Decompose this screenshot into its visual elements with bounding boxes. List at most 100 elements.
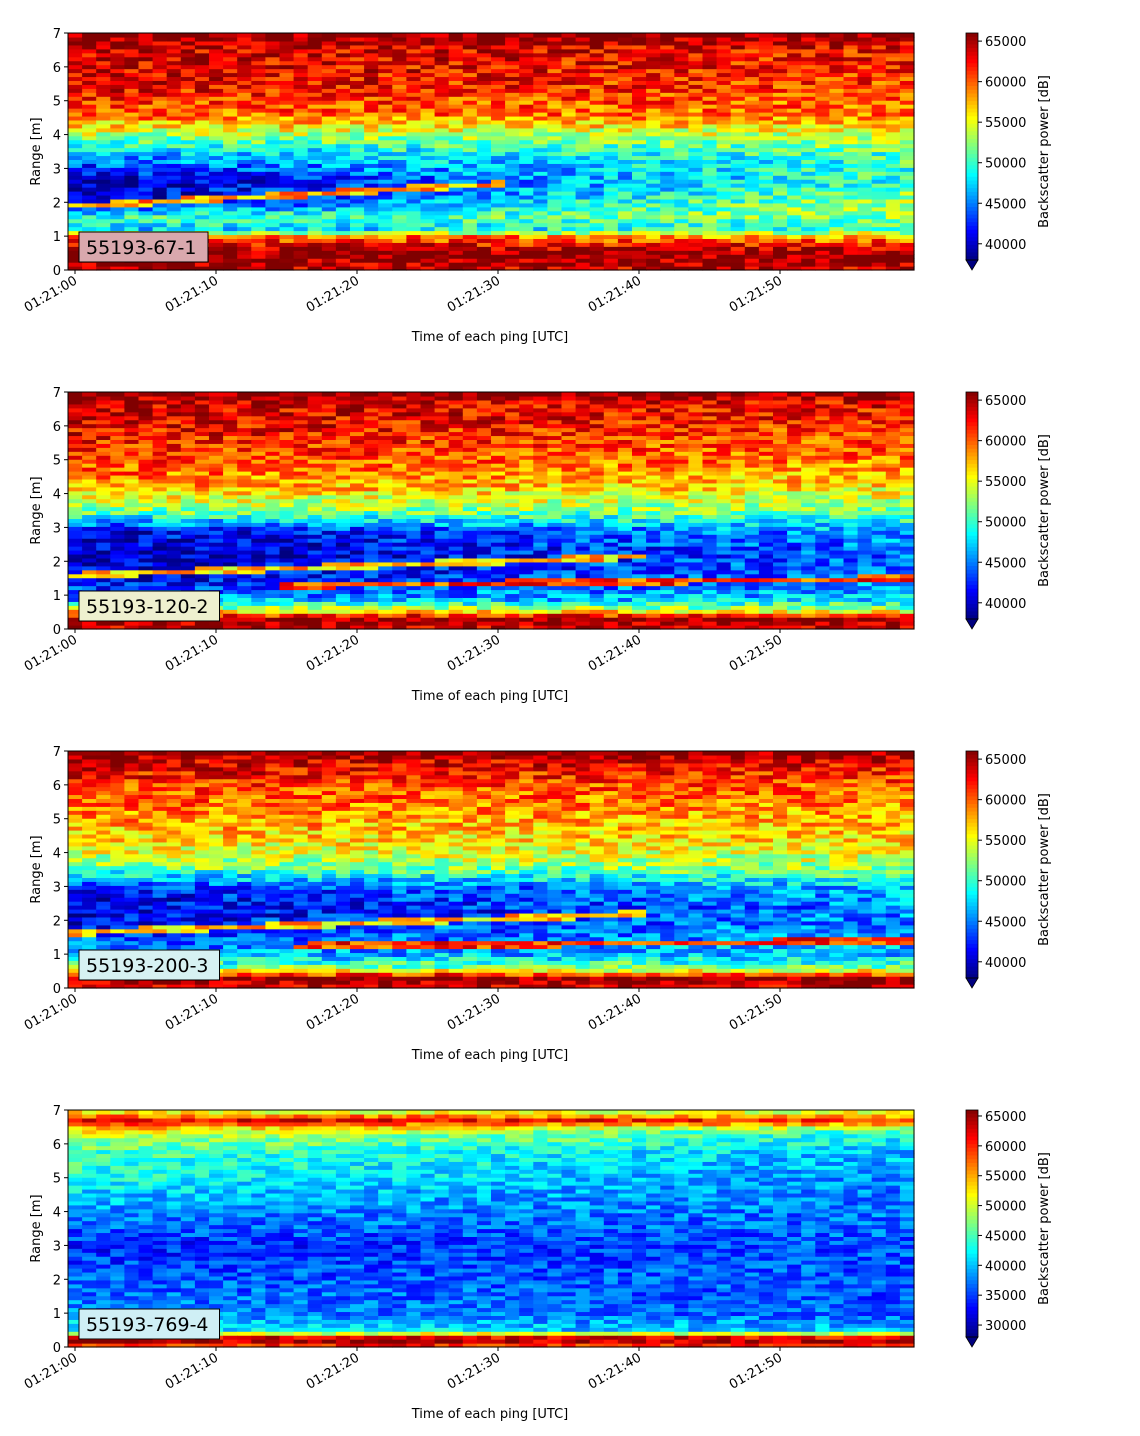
colorbar-step (966, 1204, 978, 1209)
colorbar-step (966, 180, 978, 185)
x-tick-label: 01:21:50 (727, 1350, 785, 1392)
colorbar-step (966, 1208, 978, 1213)
colorbar-step (966, 1325, 978, 1331)
colorbar-step (966, 584, 978, 590)
colorbar-step (966, 1121, 978, 1126)
colorbar-step (966, 225, 978, 231)
y-tick-label: 4 (53, 129, 61, 144)
colorbar-step (966, 214, 978, 219)
y-tick-label: 6 (53, 61, 61, 76)
colorbar-step (966, 1299, 978, 1304)
x-tick-label: 01:21:10 (163, 273, 221, 315)
y-axis-label: Range [m] (29, 835, 44, 903)
panel-label: 55193-120-2 (78, 590, 220, 622)
colorbar-step (966, 894, 978, 900)
colorbar-step (966, 203, 978, 208)
x-tick-label: 01:21:30 (445, 991, 503, 1033)
colorbar-step (966, 554, 978, 560)
colorbar-tick-label: 50000 (985, 1200, 1026, 1215)
colorbar-step (966, 426, 978, 431)
heatmap-cells (68, 751, 915, 989)
colorbar-step (966, 788, 978, 794)
colorbar-step (966, 505, 978, 510)
plot-frame (67, 391, 915, 630)
y-tick-label: 5 (53, 95, 61, 110)
colorbar-step (966, 241, 978, 246)
colorbar-step (966, 1136, 978, 1141)
colorbar-step (966, 516, 978, 522)
colorbar-step (966, 845, 978, 850)
colorbar-step (966, 135, 978, 140)
colorbar-step (966, 479, 978, 484)
colorbar-step (966, 1321, 978, 1327)
colorbar-step (966, 1249, 978, 1255)
x-tick-label: 01:21:40 (586, 632, 644, 674)
colorbar-step (966, 199, 978, 204)
colorbar-step (966, 792, 978, 797)
x-tick-label: 01:21:20 (304, 991, 362, 1033)
colorbar-tick-label: 55000 (985, 1170, 1026, 1185)
colorbar-step (966, 1227, 978, 1232)
colorbar-step (966, 161, 978, 167)
colorbar-step (966, 142, 978, 148)
colorbar-step (966, 120, 978, 125)
colorbar-step (966, 475, 978, 480)
colorbar-step (966, 418, 978, 423)
colorbar-step (966, 222, 978, 227)
colorbar-step (966, 966, 978, 972)
colorbar-step (966, 766, 978, 771)
colorbar-step (966, 1151, 978, 1156)
x-tick-label: 01:21:10 (163, 991, 221, 1033)
colorbar-step (966, 248, 978, 254)
y-axis-label: Range [m] (29, 476, 44, 544)
colorbar-label: Backscatter power [dB] (1037, 1152, 1052, 1305)
colorbar-step (966, 59, 978, 64)
colorbar-step (966, 78, 978, 83)
y-tick-label: 3 (53, 521, 61, 536)
x-tick-label: 01:21:20 (304, 273, 362, 315)
colorbar-step (966, 1306, 978, 1312)
colorbar-step (966, 48, 978, 53)
colorbar-step (966, 1318, 978, 1323)
colorbar-step (966, 921, 978, 926)
colorbar-step (966, 395, 978, 401)
colorbar-step (966, 838, 978, 843)
y-tick-label: 7 (53, 27, 61, 42)
colorbar-tick-label: 45000 (985, 1229, 1026, 1244)
colorbar-step (966, 399, 978, 404)
colorbar-step (966, 188, 978, 193)
colorbar-step (966, 566, 978, 571)
panel-label-box (78, 231, 209, 263)
colorbar-step (966, 811, 978, 816)
colorbar-step (966, 1144, 978, 1149)
colorbar-step (966, 452, 978, 457)
colorbar-step (966, 781, 978, 786)
colorbar-step (966, 543, 978, 548)
colorbar-step (966, 872, 978, 877)
colorbar-step (966, 785, 978, 790)
colorbar-step (966, 207, 978, 212)
colorbar-tick-label: 40000 (985, 238, 1026, 253)
colorbar: 40000 45000 50000 55000 60000 65000 Backscatte… (965, 750, 1052, 989)
colorbar-step (966, 940, 978, 945)
colorbar-step (966, 422, 978, 427)
colorbar-step (966, 943, 978, 949)
colorbar-step (966, 1242, 978, 1247)
colorbar-step (966, 93, 978, 98)
colorbar-step (966, 237, 978, 242)
colorbar-step (966, 150, 978, 155)
y-tick-label: 3 (53, 880, 61, 895)
colorbar-tick-label: 40000 (985, 956, 1026, 971)
colorbar-step (966, 1302, 978, 1308)
colorbar-step (966, 513, 978, 518)
colorbar-tick-label: 65000 (985, 394, 1026, 409)
colorbar-step (966, 600, 978, 605)
colorbar-step (966, 1231, 978, 1236)
colorbar-step (966, 101, 978, 106)
x-axis-label: Time of each ping [UTC] (411, 689, 569, 704)
colorbar-step (966, 1295, 978, 1300)
colorbar-step (966, 1178, 978, 1183)
colorbar-step (966, 74, 978, 79)
colorbar-step (966, 796, 978, 801)
x-tick-label: 01:21:40 (586, 273, 644, 315)
